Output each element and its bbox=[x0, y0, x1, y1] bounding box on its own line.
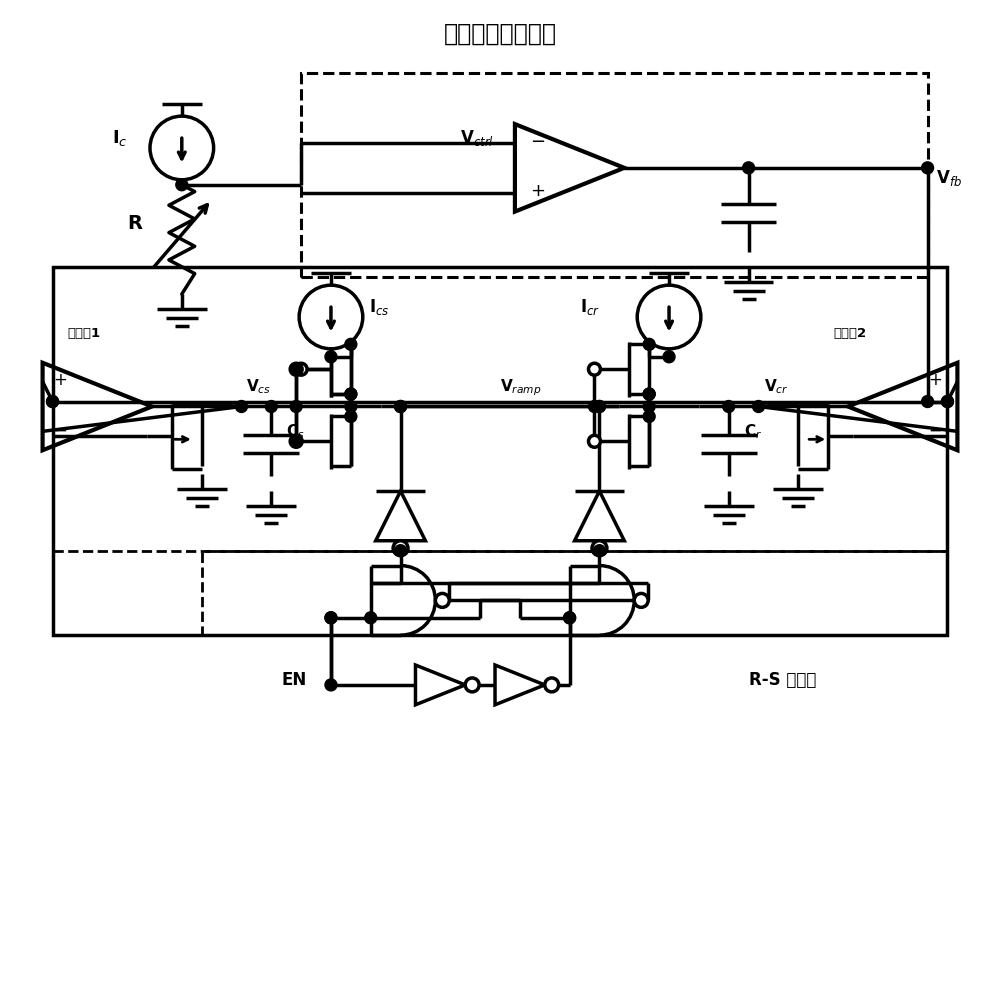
Circle shape bbox=[663, 351, 675, 363]
Text: C$_s$: C$_s$ bbox=[286, 422, 305, 441]
Text: 比较器1: 比较器1 bbox=[67, 327, 101, 340]
Circle shape bbox=[325, 679, 337, 691]
Circle shape bbox=[588, 436, 600, 448]
Circle shape bbox=[922, 162, 934, 174]
Circle shape bbox=[345, 388, 357, 400]
Circle shape bbox=[290, 363, 302, 375]
Circle shape bbox=[395, 400, 407, 412]
Circle shape bbox=[150, 116, 214, 179]
Circle shape bbox=[435, 594, 449, 607]
Text: V$_{ramp}$: V$_{ramp}$ bbox=[500, 378, 542, 398]
Circle shape bbox=[941, 395, 953, 407]
Text: R: R bbox=[127, 215, 142, 234]
Circle shape bbox=[265, 400, 277, 412]
Circle shape bbox=[592, 540, 607, 556]
Circle shape bbox=[325, 351, 337, 363]
Text: C$_r$: C$_r$ bbox=[744, 422, 762, 441]
Text: $-$: $-$ bbox=[928, 420, 942, 439]
Text: I$_{cs}$: I$_{cs}$ bbox=[369, 297, 389, 317]
Text: $+$: $+$ bbox=[530, 181, 545, 200]
Circle shape bbox=[176, 178, 188, 190]
Circle shape bbox=[47, 395, 59, 407]
Circle shape bbox=[643, 388, 655, 400]
Text: V$_{cs}$: V$_{cs}$ bbox=[246, 378, 272, 396]
Text: 平均电压产生电路: 平均电压产生电路 bbox=[444, 22, 556, 45]
Text: R-S 锁存器: R-S 锁存器 bbox=[749, 670, 816, 689]
Circle shape bbox=[290, 363, 302, 375]
Circle shape bbox=[290, 436, 302, 448]
Text: I$_c$: I$_c$ bbox=[112, 128, 128, 148]
Circle shape bbox=[345, 400, 357, 412]
Text: $-$: $-$ bbox=[53, 420, 67, 439]
Circle shape bbox=[290, 436, 302, 448]
Bar bbox=[202, 550, 947, 635]
Bar bbox=[53, 267, 947, 635]
Circle shape bbox=[564, 612, 576, 624]
Circle shape bbox=[634, 594, 648, 607]
Circle shape bbox=[545, 678, 559, 692]
Text: V$_{fb}$: V$_{fb}$ bbox=[936, 168, 961, 187]
Bar bbox=[301, 73, 928, 277]
Text: $-$: $-$ bbox=[530, 131, 545, 149]
Text: $+$: $+$ bbox=[928, 371, 942, 388]
Circle shape bbox=[743, 162, 755, 174]
Circle shape bbox=[941, 395, 953, 407]
Circle shape bbox=[588, 400, 600, 412]
Text: EN: EN bbox=[281, 670, 306, 689]
Circle shape bbox=[465, 678, 479, 692]
Circle shape bbox=[723, 400, 735, 412]
Circle shape bbox=[588, 363, 600, 375]
Circle shape bbox=[643, 410, 655, 422]
Circle shape bbox=[593, 544, 605, 557]
Circle shape bbox=[393, 540, 408, 556]
Text: $+$: $+$ bbox=[53, 371, 67, 388]
Text: V$_{cr}$: V$_{cr}$ bbox=[764, 378, 788, 396]
Circle shape bbox=[325, 612, 337, 624]
Circle shape bbox=[753, 400, 765, 412]
Circle shape bbox=[325, 612, 337, 624]
Circle shape bbox=[365, 612, 377, 624]
Circle shape bbox=[395, 544, 407, 557]
Circle shape bbox=[295, 363, 307, 375]
Circle shape bbox=[643, 400, 655, 412]
Circle shape bbox=[290, 400, 302, 412]
Circle shape bbox=[299, 285, 363, 349]
Text: 比较器2: 比较器2 bbox=[833, 327, 866, 340]
Text: I$_{cr}$: I$_{cr}$ bbox=[580, 297, 600, 317]
Circle shape bbox=[564, 612, 576, 624]
Circle shape bbox=[593, 400, 605, 412]
Circle shape bbox=[47, 395, 59, 407]
Circle shape bbox=[593, 400, 605, 412]
Text: V$_{ctrl}$: V$_{ctrl}$ bbox=[460, 128, 494, 148]
Circle shape bbox=[637, 285, 701, 349]
Circle shape bbox=[395, 400, 407, 412]
Circle shape bbox=[235, 400, 247, 412]
Circle shape bbox=[345, 410, 357, 422]
Circle shape bbox=[922, 395, 934, 407]
Circle shape bbox=[643, 388, 655, 400]
Circle shape bbox=[643, 338, 655, 350]
Circle shape bbox=[345, 338, 357, 350]
Circle shape bbox=[345, 388, 357, 400]
